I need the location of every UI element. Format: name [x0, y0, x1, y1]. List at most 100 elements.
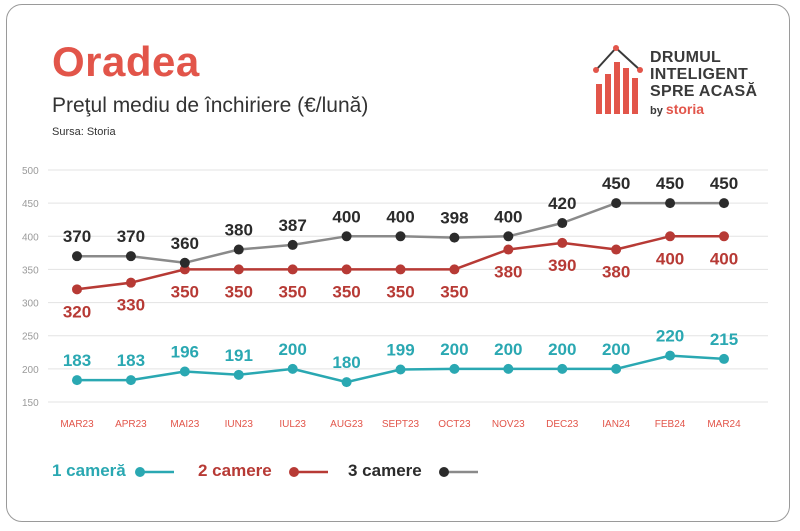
data-label: 200: [278, 340, 306, 359]
x-tick-label: NOV23: [492, 419, 525, 430]
y-tick-label: 250: [22, 332, 39, 343]
legend-marks: [135, 467, 478, 477]
data-point: [449, 363, 460, 374]
data-point: [179, 257, 190, 268]
x-tick-label: MAI23: [170, 419, 199, 430]
data-point: [719, 231, 729, 242]
data-label: 350: [278, 282, 306, 301]
data-label: 400: [494, 207, 522, 226]
x-tick-label: IAN24: [602, 419, 630, 430]
x-tick-label: AUG23: [330, 419, 363, 430]
x-tick-label: FEB24: [655, 419, 686, 430]
data-label: 350: [386, 282, 414, 301]
data-label: 380: [494, 263, 522, 282]
x-tick-label: DEC23: [546, 419, 579, 430]
x-tick-label: IUN23: [225, 419, 254, 430]
data-point: [611, 244, 622, 255]
data-point: [287, 363, 298, 374]
data-label: 320: [63, 302, 91, 321]
data-point: [72, 251, 82, 262]
data-point: [449, 264, 460, 275]
data-point: [719, 198, 729, 209]
data-point: [125, 277, 136, 288]
data-labels: 183 183 196 191 200 180 199 200 200 200 200 220 215 3…: [63, 174, 738, 372]
data-point: [341, 264, 352, 275]
data-label: 180: [332, 353, 360, 372]
data-label: 200: [602, 340, 630, 359]
data-point: [72, 375, 82, 386]
series-points: [72, 198, 729, 388]
data-point: [665, 350, 676, 361]
data-label: 370: [117, 227, 145, 246]
legend-dot: [135, 467, 145, 477]
y-tick-label: 500: [22, 166, 39, 177]
data-label: 215: [710, 330, 738, 349]
data-label: 420: [548, 194, 576, 213]
y-tick-label: 450: [22, 199, 39, 210]
legend-item-3: 3 camere: [348, 461, 422, 480]
data-point: [557, 237, 568, 248]
logo-line-2: INTELIGENT: [650, 66, 749, 83]
data-label: 400: [332, 207, 360, 226]
x-tick-label: APR23: [115, 419, 147, 430]
data-point: [395, 231, 406, 242]
data-label: 200: [440, 340, 468, 359]
legend-item-2: 2 camere: [198, 461, 272, 480]
data-point: [125, 251, 136, 262]
data-point: [611, 363, 622, 374]
data-point: [233, 369, 244, 380]
data-point: [287, 264, 298, 275]
data-point: [341, 377, 352, 388]
data-point: [611, 198, 622, 209]
legend-dot: [439, 467, 449, 477]
y-tick-label: 200: [22, 365, 39, 376]
data-point: [287, 239, 298, 250]
y-tick-layer: 150 200 250 300 350 400 450 500: [22, 166, 39, 409]
data-label: 398: [440, 209, 468, 228]
logo-wordmark: DRUMUL INTELIGENT SPRE ACASĂ: [650, 49, 757, 100]
data-label: 350: [171, 282, 199, 301]
y-tick-label: 400: [22, 232, 39, 243]
data-point: [233, 244, 244, 255]
logo-line-3: SPRE ACASĂ: [650, 83, 758, 100]
data-label: 191: [225, 346, 253, 365]
data-label: 450: [656, 174, 684, 193]
logo-byline: by storia: [650, 101, 704, 117]
y-tick-label: 350: [22, 265, 39, 276]
data-point: [665, 231, 676, 242]
data-point: [72, 284, 82, 295]
data-label: 387: [278, 216, 306, 235]
legend-item-1: 1 cameră: [52, 461, 126, 480]
data-point: [557, 218, 568, 229]
data-point: [503, 363, 514, 374]
data-point: [341, 231, 352, 242]
x-tick-label: MAR24: [707, 419, 741, 430]
data-label: 450: [602, 174, 630, 193]
data-point: [449, 232, 460, 243]
data-point: [557, 363, 568, 374]
data-label: 400: [710, 249, 738, 268]
data-label: 380: [602, 263, 630, 282]
data-label: 183: [117, 351, 145, 370]
data-point: [719, 353, 729, 364]
data-label: 200: [548, 340, 576, 359]
data-label: 330: [117, 296, 145, 315]
data-point: [125, 375, 136, 386]
data-label: 350: [440, 282, 468, 301]
x-tick-layer: MAR23 APR23 MAI23 IUN23 IUL23 AUG23 SEPT23 OCT2…: [60, 419, 741, 430]
chart-subtitle: Preţul mediu de închiriere (€/lună): [52, 94, 369, 117]
data-point: [503, 231, 514, 242]
data-label: 350: [225, 282, 253, 301]
data-label: 196: [171, 343, 199, 362]
logo-by-text: by: [650, 105, 663, 117]
x-tick-label: IUL23: [279, 419, 306, 430]
logo-brand: storia: [665, 101, 705, 117]
data-label: 220: [656, 327, 684, 346]
data-point: [179, 366, 190, 377]
data-point: [395, 364, 406, 375]
chart-card: [6, 4, 790, 522]
data-label: 450: [710, 174, 738, 193]
house-bar-chart-icon: [593, 45, 643, 114]
x-tick-label: OCT23: [438, 419, 471, 430]
